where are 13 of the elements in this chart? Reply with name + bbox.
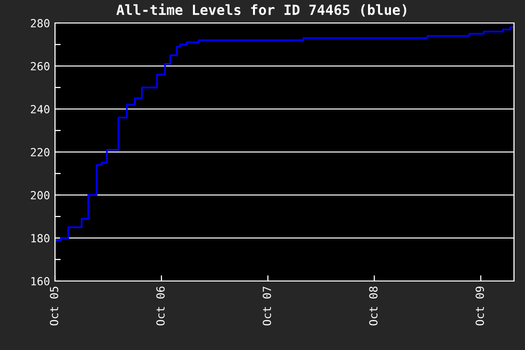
- y-tick-label: 180: [31, 234, 50, 242]
- y-tick-label: 220: [30, 148, 50, 156]
- x-tick-label: Oct 07: [262, 286, 272, 326]
- x-tick-label: Oct 09: [476, 286, 484, 326]
- x-tick-label: Oct 05: [50, 286, 58, 326]
- y-tick-label: 160: [31, 277, 50, 286]
- y-tick-label: 200: [30, 191, 50, 200]
- y-tick-label: 260: [30, 62, 50, 70]
- chart-title: All-time Levels for ID 74465 (blue): [116, 4, 406, 17]
- y-tick-label: 280: [30, 19, 50, 28]
- y-tick-label: 240: [30, 105, 50, 114]
- x-tick-label: Oct 08: [369, 286, 378, 326]
- x-tick-label: Oct 06: [156, 286, 165, 326]
